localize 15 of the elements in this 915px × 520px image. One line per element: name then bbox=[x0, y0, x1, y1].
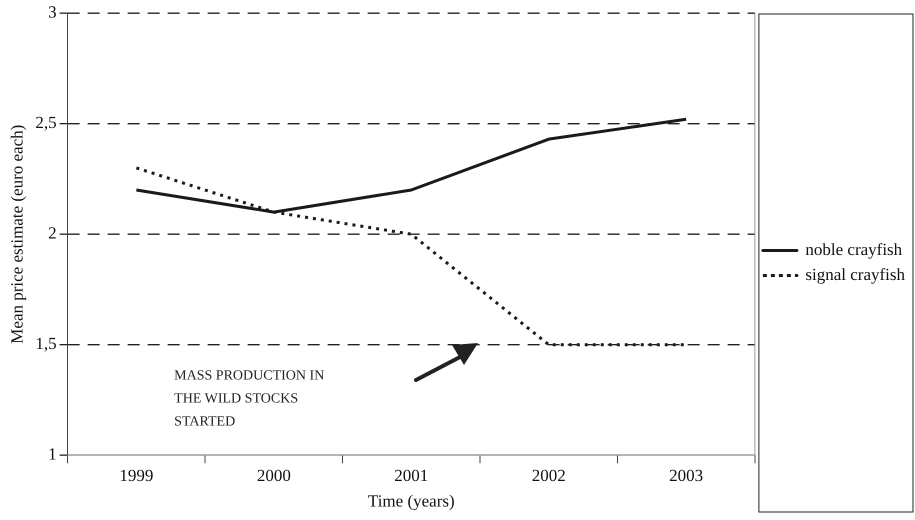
y-tick-label: 1,5 bbox=[35, 334, 57, 354]
y-tick-label: 2 bbox=[48, 224, 57, 243]
y-axis-title: Mean price estimate (euro each) bbox=[8, 124, 27, 344]
y-tick-label: 1 bbox=[48, 444, 57, 464]
x-tick-label: 2000 bbox=[256, 466, 291, 485]
annotation: MASS PRODUCTION IN THE WILD STOCKS STARTED bbox=[174, 368, 324, 430]
y-tick-label: 2,5 bbox=[35, 113, 57, 132]
legend-label: noble crayfish bbox=[805, 240, 903, 259]
x-tick-label: 1999 bbox=[119, 466, 154, 485]
legend-label: signal crayfish bbox=[805, 264, 906, 284]
x-tick-label: 2001 bbox=[394, 466, 428, 485]
x-tick-label: 2003 bbox=[669, 466, 704, 485]
x-tick-label: 2002 bbox=[532, 466, 566, 485]
y-tick-label: 3 bbox=[48, 2, 57, 22]
x-axis-title: Time (years) bbox=[368, 491, 455, 510]
